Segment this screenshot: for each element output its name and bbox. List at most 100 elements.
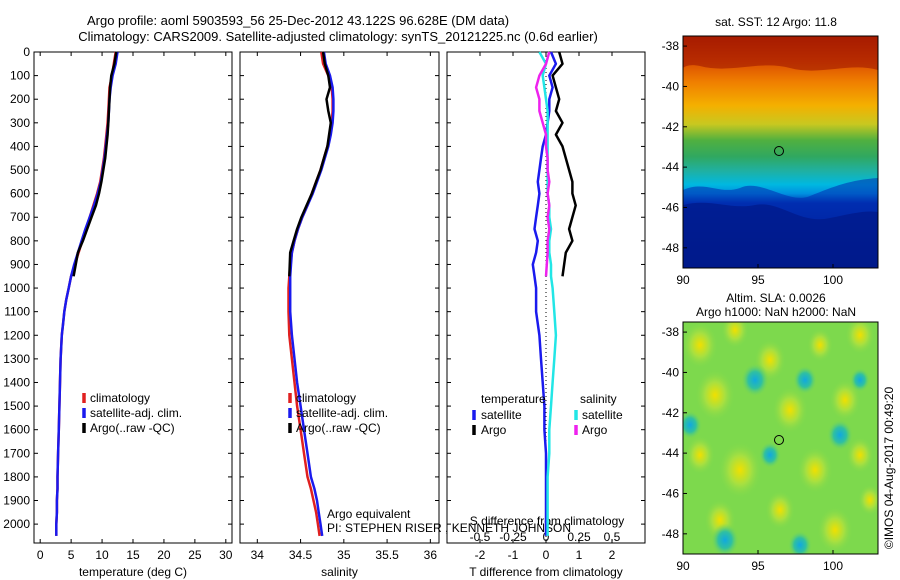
temp-xtick-label: 25	[188, 548, 202, 562]
sst-map-title: sat. SST: 12 Argo: 11.8	[715, 15, 837, 29]
sal-xtick-label: 35.5	[375, 548, 399, 562]
figure-title-line1: Argo profile: aoml 5903593_56 25-Dec-201…	[87, 13, 509, 28]
temp-series-climatology	[55, 51, 117, 536]
diff-xtick-label: 2	[609, 548, 616, 562]
sla-ytick-label: -42	[662, 406, 680, 420]
salinity-profile-panel: 34 34.5 35 35.5 36salinityclimatologysatelli…	[239, 51, 571, 579]
temp-ytick-label: 800	[10, 234, 30, 248]
temp-ytick-label: 1500	[3, 399, 30, 413]
sla-xtick-label: 90	[676, 559, 690, 573]
temp-legend-label: satellite-adj. clim.	[90, 406, 182, 420]
sla-cool-eddy	[793, 365, 817, 395]
diff-legend-temperature-title: temperature	[481, 392, 546, 406]
diff-xtick-label: -2	[475, 548, 486, 562]
sst-argo-position-marker	[774, 146, 784, 156]
sal-annotation-line1: Argo equivalent	[327, 507, 411, 521]
sla-map-panel: Altim. SLA: 0.0026 Argo h1000: NaN h2000…	[662, 291, 879, 573]
temp-xtick-label: 0	[37, 548, 44, 562]
temp-ytick-label: 1100	[4, 305, 30, 319]
sla-warm-eddy	[807, 328, 833, 362]
diff-xtick-label: 1	[576, 548, 583, 562]
sla-warm-eddy	[797, 446, 833, 494]
diff-series-t-satellite	[531, 51, 558, 536]
sla-xtick-label: 100	[823, 559, 843, 573]
diff-xlabel: T difference from climatology	[469, 565, 623, 579]
sst-ytick-label: -46	[662, 200, 680, 214]
sla-warm-eddy	[695, 369, 735, 421]
sla-ytick-label: -40	[662, 365, 680, 379]
sla-warm-eddy	[721, 322, 749, 349]
temp-ytick-label: 1700	[3, 446, 30, 460]
sst-cold-region	[683, 202, 878, 268]
sst-xtick-label: 100	[823, 273, 843, 287]
sal-series-argo	[288, 51, 333, 277]
sst-map-frame	[682, 35, 879, 269]
temp-ytick-label: 400	[10, 139, 30, 153]
temp-ytick-label: 1300	[3, 352, 30, 366]
temp-ytick-label: 1400	[3, 375, 30, 389]
temp-xtick-label: 30	[219, 548, 233, 562]
temp-ytick-label: 1600	[3, 423, 30, 437]
temp-series-argo	[72, 51, 118, 277]
sla-cool-eddy	[850, 368, 870, 392]
temp-xlabel: temperature (deg C)	[79, 565, 187, 579]
diff-sal-xtick-label: 0.25	[567, 530, 591, 544]
diff-series-s-argo	[534, 51, 551, 277]
sal-legend-label: satellite-adj. clim.	[296, 406, 388, 420]
sla-cool-eddy	[741, 363, 769, 397]
sla-warm-eddy	[846, 436, 874, 474]
temp-ytick-label: 900	[10, 257, 30, 271]
diff-series-t-argo	[551, 51, 577, 277]
sal-series-climatology	[287, 51, 334, 537]
sla-warm-eddy	[817, 506, 853, 554]
sla-cool-eddy	[711, 523, 739, 554]
temp-ytick-label: 1800	[3, 470, 30, 484]
sst-ytick-label: -44	[662, 160, 680, 174]
sla-cool-eddy	[683, 410, 702, 440]
temp-legend-label: climatology	[90, 391, 150, 405]
diff-legend-temperature-label: satellite	[481, 408, 522, 422]
temp-ytick-label: 200	[10, 92, 30, 106]
sal-xtick-label: 36	[424, 548, 438, 562]
sal-xlabel: salinity	[321, 565, 358, 579]
sal-series-satellite	[288, 51, 335, 537]
sla-warm-eddy	[765, 490, 795, 530]
sal-annotation-line2: PI: STEPHEN RISER , KENNETH JOHNSON	[327, 521, 571, 535]
sal-axes-frame	[239, 51, 440, 544]
sst-warm-region	[683, 36, 878, 71]
sla-warm-eddy	[858, 484, 878, 516]
diff-sal-xtick-label: 0	[543, 530, 550, 544]
diff-xtick-label: -1	[508, 548, 519, 562]
temp-ytick-label: 1200	[3, 328, 30, 342]
diff-sal-xtick-label: -0.5	[470, 530, 491, 544]
temp-ytick-label: 300	[10, 116, 30, 130]
sla-map-title-line1: Altim. SLA: 0.0026	[726, 291, 826, 305]
sla-ytick-label: -38	[662, 325, 680, 339]
sla-map-frame	[682, 321, 879, 555]
sst-ytick-label: -40	[662, 79, 680, 93]
temp-axes-frame	[33, 51, 233, 544]
diff-sal-xtick-label: 0.5	[604, 530, 621, 544]
temperature-profile-panel: 0100200300400500600700800900100011001200…	[3, 45, 233, 579]
sst-ytick-label: -42	[662, 120, 680, 134]
temp-ytick-label: 700	[10, 210, 30, 224]
sla-warm-eddy	[685, 435, 715, 475]
temp-xtick-label: 5	[68, 548, 75, 562]
sla-warm-eddy	[718, 441, 762, 499]
sla-warm-eddy	[772, 386, 808, 434]
diff-legend-salinity-label: Argo	[582, 423, 608, 437]
sla-warm-eddy	[845, 322, 875, 355]
sla-warm-eddy	[829, 379, 861, 421]
sla-ytick-label: -48	[662, 527, 680, 541]
figure-title-line2: Climatology: CARS2009. Satellite-adjuste…	[78, 29, 598, 44]
temp-ytick-label: 100	[10, 69, 30, 83]
sal-xtick-label: 34	[251, 548, 265, 562]
sla-map-title-line2: Argo h1000: NaN h2000: NaN	[696, 305, 856, 319]
temp-ytick-label: 1900	[3, 494, 30, 508]
sst-ytick-label: -48	[662, 241, 680, 255]
sst-ytick-label: -38	[662, 39, 680, 53]
sal-xtick-label: 34.5	[289, 548, 313, 562]
temp-ytick-label: 500	[10, 163, 30, 177]
sst-map-panel: sat. SST: 12 Argo: 11.8 90 95 100 -38 -40 -42…	[662, 15, 879, 287]
